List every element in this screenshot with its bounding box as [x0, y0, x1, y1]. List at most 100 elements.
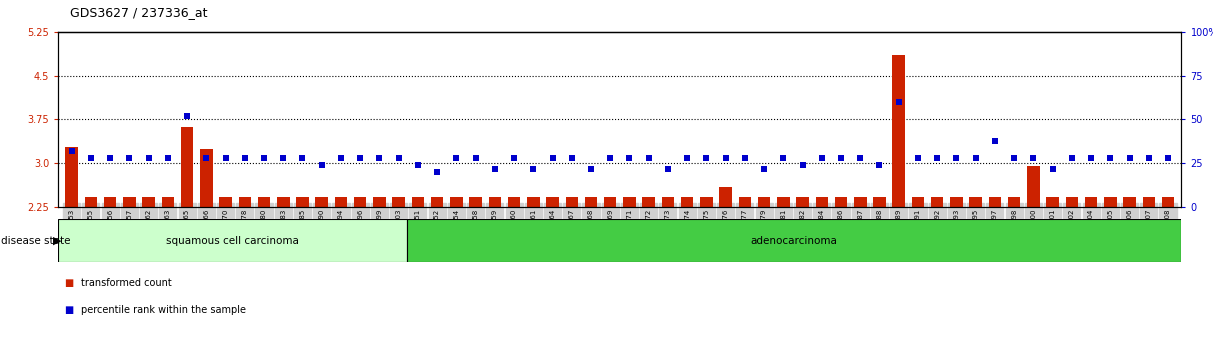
Bar	[873, 197, 885, 207]
Point	[677, 155, 696, 161]
Bar	[604, 197, 616, 207]
Point	[659, 166, 678, 171]
Point	[1120, 155, 1139, 161]
Point	[292, 155, 312, 161]
Bar	[406, 219, 1181, 262]
Bar	[161, 197, 175, 207]
Bar	[893, 55, 905, 207]
Bar	[643, 197, 655, 207]
Bar	[489, 197, 501, 207]
Point	[331, 155, 351, 161]
Text: ■: ■	[64, 305, 74, 315]
Point	[139, 155, 159, 161]
Point	[909, 155, 928, 161]
Bar	[950, 197, 963, 207]
Point	[620, 155, 639, 161]
Point	[158, 155, 177, 161]
Bar	[66, 147, 78, 207]
Bar	[374, 197, 386, 207]
Bar	[469, 197, 482, 207]
Text: adenocarcinoma: adenocarcinoma	[751, 236, 837, 246]
Text: squamous cell carcinoma: squamous cell carcinoma	[166, 236, 298, 246]
Bar	[258, 197, 270, 207]
Bar	[239, 197, 251, 207]
Bar	[124, 197, 136, 207]
Text: ■: ■	[64, 278, 74, 288]
Bar	[450, 197, 462, 207]
Bar	[411, 197, 425, 207]
Point	[639, 155, 659, 161]
Point	[255, 155, 274, 161]
Point	[274, 155, 294, 161]
Bar	[680, 197, 694, 207]
Bar	[142, 197, 155, 207]
Bar	[546, 197, 559, 207]
Point	[101, 155, 120, 161]
Point	[1100, 155, 1120, 161]
Bar	[58, 219, 406, 262]
Point	[216, 155, 235, 161]
Point	[1024, 155, 1043, 161]
Bar	[1065, 197, 1078, 207]
Point	[850, 155, 870, 161]
Bar	[778, 197, 790, 207]
Point	[62, 148, 81, 154]
Point	[1139, 155, 1158, 161]
Point	[427, 169, 446, 175]
Bar	[526, 197, 540, 207]
Bar	[1123, 197, 1135, 207]
Bar	[1084, 197, 1098, 207]
Point	[235, 155, 255, 161]
Point	[831, 155, 850, 161]
Point	[1158, 155, 1178, 161]
Bar	[1047, 197, 1059, 207]
Point	[524, 166, 543, 171]
Point	[543, 155, 563, 161]
Point	[600, 155, 620, 161]
Bar	[854, 197, 866, 207]
Point	[562, 155, 581, 161]
Bar	[719, 187, 731, 207]
Bar	[623, 197, 636, 207]
Point	[351, 155, 370, 161]
Bar	[181, 127, 193, 207]
Point	[1043, 166, 1063, 171]
Point	[312, 162, 331, 168]
Point	[409, 162, 428, 168]
Bar	[758, 197, 770, 207]
Bar	[1104, 197, 1116, 207]
Point	[754, 166, 774, 171]
Point	[485, 166, 505, 171]
Bar	[1143, 197, 1155, 207]
Bar	[393, 197, 405, 207]
Point	[81, 155, 101, 161]
Point	[370, 155, 389, 161]
Text: GDS3627 / 237336_at: GDS3627 / 237336_at	[70, 6, 207, 19]
Bar	[585, 197, 597, 207]
Point	[1063, 155, 1082, 161]
Bar	[220, 197, 232, 207]
Bar	[277, 197, 290, 207]
Bar	[200, 149, 212, 207]
Point	[889, 99, 909, 105]
Point	[446, 155, 466, 161]
Point	[716, 155, 735, 161]
Point	[505, 155, 524, 161]
Bar	[835, 197, 847, 207]
Bar	[335, 197, 347, 207]
Point	[774, 155, 793, 161]
Bar	[912, 197, 924, 207]
Bar	[1162, 197, 1174, 207]
Bar	[85, 197, 97, 207]
Point	[735, 155, 754, 161]
Bar	[661, 197, 674, 207]
Point	[466, 155, 485, 161]
Point	[1081, 155, 1100, 161]
Bar	[104, 197, 116, 207]
Text: transformed count: transformed count	[81, 278, 172, 288]
Point	[197, 155, 216, 161]
Bar	[739, 197, 751, 207]
Point	[985, 138, 1004, 143]
Point	[966, 155, 985, 161]
Point	[389, 155, 409, 161]
